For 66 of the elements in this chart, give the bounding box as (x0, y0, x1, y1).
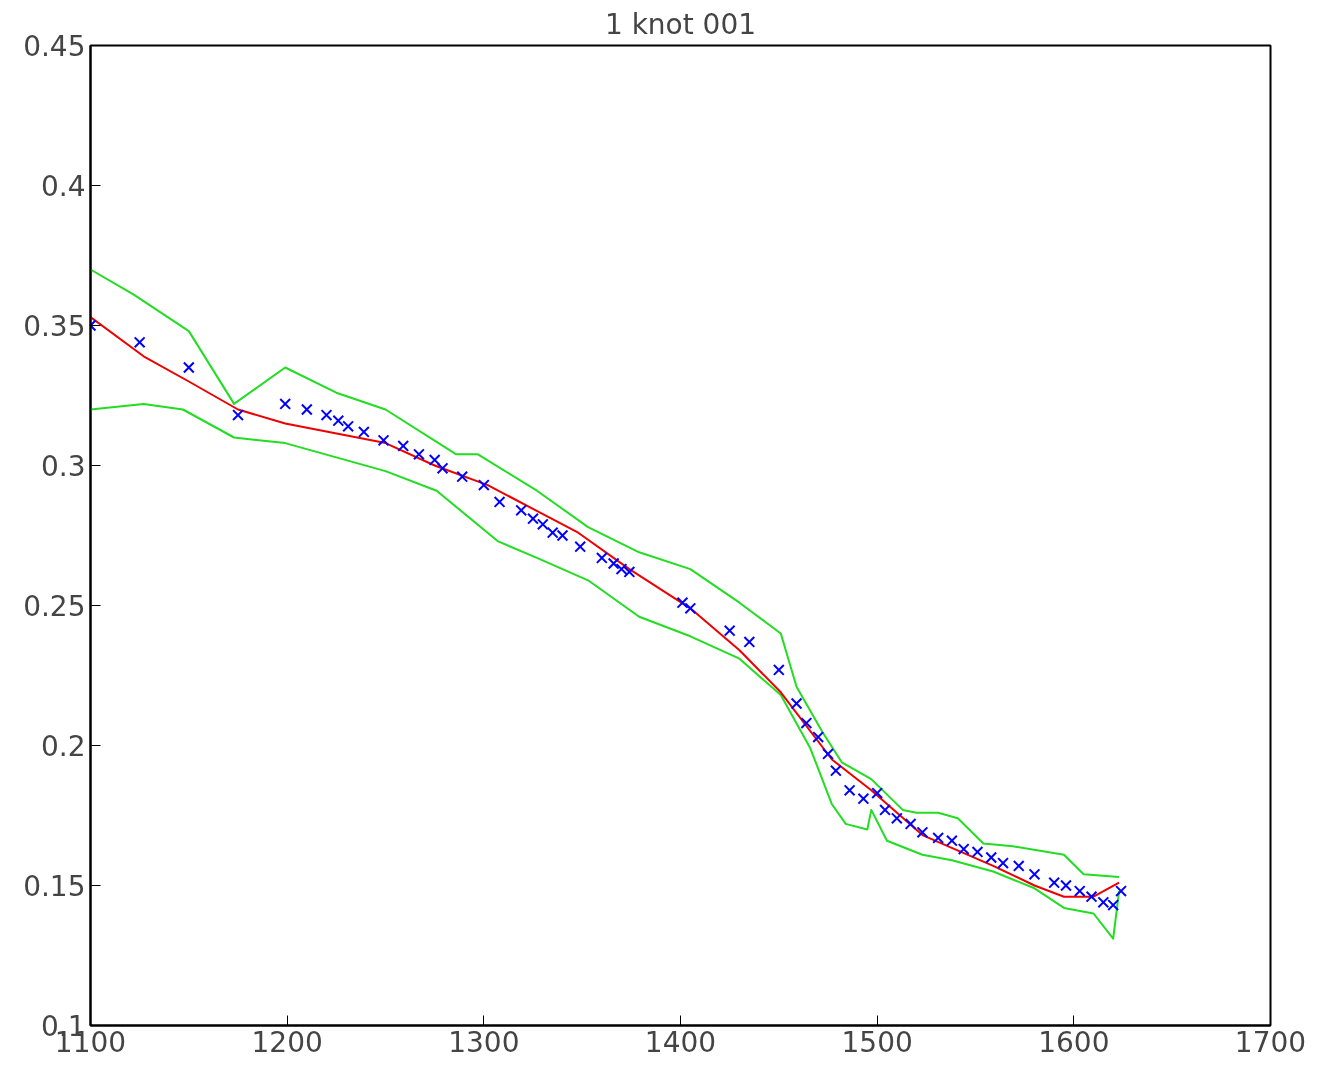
y-tick-label: 0.2 (40, 730, 86, 763)
point (812, 731, 825, 744)
point (843, 784, 856, 797)
y-tick-label: 0.25 (23, 590, 86, 623)
point (332, 414, 345, 427)
point (133, 336, 146, 349)
point (1085, 890, 1098, 903)
point (971, 845, 984, 858)
x-tick-label: 1500 (841, 1025, 913, 1059)
x-tick-label: 1200 (251, 1025, 323, 1059)
x-tick-label: 1600 (1038, 1025, 1110, 1059)
point (684, 602, 697, 615)
line-series (90, 402, 1121, 940)
point (822, 747, 834, 760)
point (493, 495, 506, 508)
point (342, 420, 355, 433)
point (300, 403, 313, 416)
point (574, 540, 587, 553)
point (1115, 885, 1127, 898)
point (800, 717, 813, 730)
chart-title: 1 knot 001 (604, 7, 757, 41)
x-tick-label: 1400 (644, 1025, 717, 1059)
point (527, 512, 539, 525)
point (595, 551, 608, 564)
point (957, 843, 970, 856)
point (536, 518, 549, 531)
y-tick-label: 0.4 (40, 170, 86, 203)
point (477, 479, 490, 492)
point (790, 697, 803, 710)
point (985, 851, 998, 864)
point (829, 764, 842, 777)
point (723, 624, 736, 637)
point (1073, 885, 1086, 898)
point (916, 826, 929, 839)
point (676, 596, 689, 609)
point (182, 361, 195, 374)
point (871, 787, 884, 800)
point (857, 792, 870, 805)
point (932, 831, 945, 844)
point (436, 462, 449, 475)
point (320, 409, 333, 422)
x-tick-label: 1300 (448, 1025, 520, 1059)
point (412, 448, 425, 461)
point (428, 453, 441, 466)
y-tick-label: 0.15 (23, 870, 86, 903)
y-tick-label: 0.3 (40, 450, 86, 483)
point (945, 834, 958, 847)
point (997, 857, 1009, 870)
point (890, 812, 903, 825)
point (456, 470, 469, 483)
point (515, 504, 528, 517)
point (357, 425, 370, 438)
y-tick-label: 0.45 (23, 30, 86, 63)
point (879, 803, 891, 816)
point (772, 663, 785, 676)
point (397, 439, 410, 452)
point (377, 434, 390, 447)
point (1028, 868, 1041, 881)
point (232, 409, 244, 422)
y-tick-label: 0.35 (23, 310, 86, 343)
point (279, 397, 292, 410)
point (904, 817, 917, 830)
point (1012, 859, 1025, 872)
point (607, 557, 620, 570)
x-tick-label: 1700 (1234, 1025, 1307, 1059)
point (743, 635, 756, 648)
